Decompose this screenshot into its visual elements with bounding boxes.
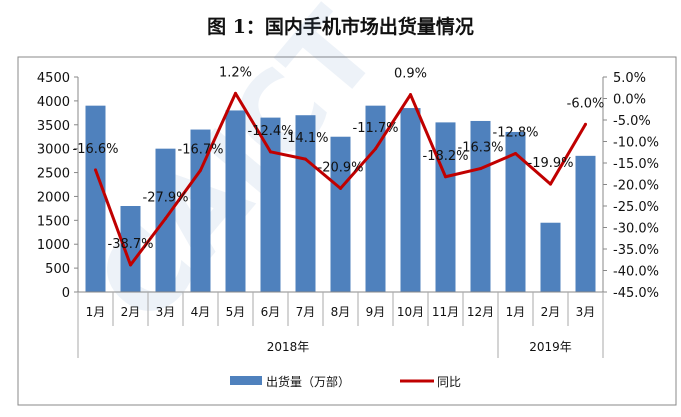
yoy-data-label: -27.9%: [143, 190, 189, 205]
left-axis-tick-label: 2000: [37, 190, 70, 205]
bar-15: [575, 155, 596, 292]
legend-bar-swatch: [230, 376, 262, 385]
left-axis-tick-label: 1000: [37, 238, 70, 253]
right-axis-tick-label: -45.0%: [613, 286, 659, 301]
bar-10: [400, 108, 421, 292]
right-axis-tick-label: 0.0%: [613, 93, 646, 108]
yoy-point-15: [584, 122, 587, 126]
right-axis-tick-label: -5.0%: [613, 114, 651, 129]
yoy-data-label: -19.9%: [528, 156, 574, 171]
yoy-point-8: [339, 186, 342, 190]
yoy-point-5: [234, 91, 237, 95]
category-label: 5月: [226, 305, 246, 319]
yoy-data-label: -16.7%: [178, 142, 224, 157]
left-axis-tick-label: 1500: [37, 214, 70, 229]
left-axis-tick-label: 4500: [37, 71, 70, 86]
category-label: 2月: [121, 305, 141, 319]
bar-5: [225, 110, 246, 292]
yoy-data-label: -16.6%: [73, 142, 119, 157]
category-label: 2月: [541, 305, 561, 319]
yoy-data-label: -18.2%: [423, 149, 469, 164]
chart-frame: [17, 56, 677, 406]
category-label: 4月: [191, 305, 211, 319]
yoy-point-13: [514, 152, 517, 156]
right-axis-tick-label: 5.0%: [613, 71, 646, 86]
yoy-data-label: -12.8%: [493, 126, 539, 141]
yoy-point-4: [199, 168, 202, 172]
category-label: 9月: [366, 305, 386, 319]
bar-14: [540, 222, 561, 292]
legend-line-label: 同比: [437, 375, 461, 389]
left-axis-tick-label: 2500: [37, 167, 70, 182]
yoy-point-11: [444, 175, 447, 179]
yoy-point-6: [269, 150, 272, 154]
yoy-point-1: [94, 168, 97, 172]
left-axis-tick-label: 4000: [37, 95, 70, 110]
yoy-data-label: -11.7%: [353, 121, 399, 136]
right-axis-tick-label: -20.0%: [613, 179, 659, 194]
category-label: 6月: [261, 305, 281, 319]
category-label: 11月: [432, 305, 459, 319]
yoy-point-12: [479, 167, 482, 171]
yoy-point-2: [129, 263, 132, 267]
yoy-point-7: [304, 157, 307, 161]
group-label: 2018年: [267, 340, 310, 354]
right-axis-tick-label: -25.0%: [613, 200, 659, 215]
left-axis-tick-label: 3500: [37, 119, 70, 134]
yoy-data-label: -12.4%: [248, 124, 294, 139]
category-label: 3月: [156, 305, 176, 319]
chart-title: 图 1：国内手机市场出货量情况: [207, 16, 474, 38]
bar-6: [260, 117, 281, 292]
right-axis-tick-label: -35.0%: [613, 243, 659, 258]
yoy-data-label: -16.3%: [458, 141, 504, 156]
yoy-data-label: -20.9%: [318, 160, 364, 175]
category-label: 1月: [506, 305, 526, 319]
yoy-point-10: [409, 93, 412, 97]
yoy-point-9: [374, 147, 377, 151]
yoy-data-label: -6.0%: [567, 96, 605, 111]
left-axis-tick-label: 500: [45, 262, 70, 277]
left-axis-tick-label: 3000: [37, 143, 70, 158]
category-label: 1月: [86, 305, 106, 319]
bar-2: [120, 206, 141, 292]
bar-1: [85, 105, 106, 293]
right-axis-tick-label: -10.0%: [613, 136, 659, 151]
legend-bar-label: 出货量（万部）: [266, 374, 350, 389]
yoy-point-14: [549, 182, 552, 186]
yoy-data-label: -14.1%: [283, 131, 329, 146]
category-label: 10月: [397, 305, 424, 319]
bar-8: [330, 136, 351, 292]
yoy-data-label: -38.7%: [108, 237, 154, 252]
left-axis-tick-label: 0: [62, 286, 70, 301]
right-axis-tick-label: -15.0%: [613, 157, 659, 172]
category-label: 12月: [467, 305, 494, 319]
bar-13: [505, 131, 526, 292]
yoy-data-label: 0.9%: [394, 67, 427, 82]
right-axis-tick-label: -30.0%: [613, 222, 659, 237]
category-label: 7月: [296, 305, 316, 319]
category-label: 8月: [331, 305, 351, 319]
yoy-data-label: 1.2%: [219, 65, 252, 80]
right-axis-tick-label: -40.0%: [613, 265, 659, 280]
bar-12: [470, 120, 491, 292]
category-label: 3月: [576, 305, 596, 319]
yoy-point-3: [164, 216, 167, 220]
bar-4: [190, 129, 211, 292]
group-label: 2019年: [529, 340, 572, 354]
